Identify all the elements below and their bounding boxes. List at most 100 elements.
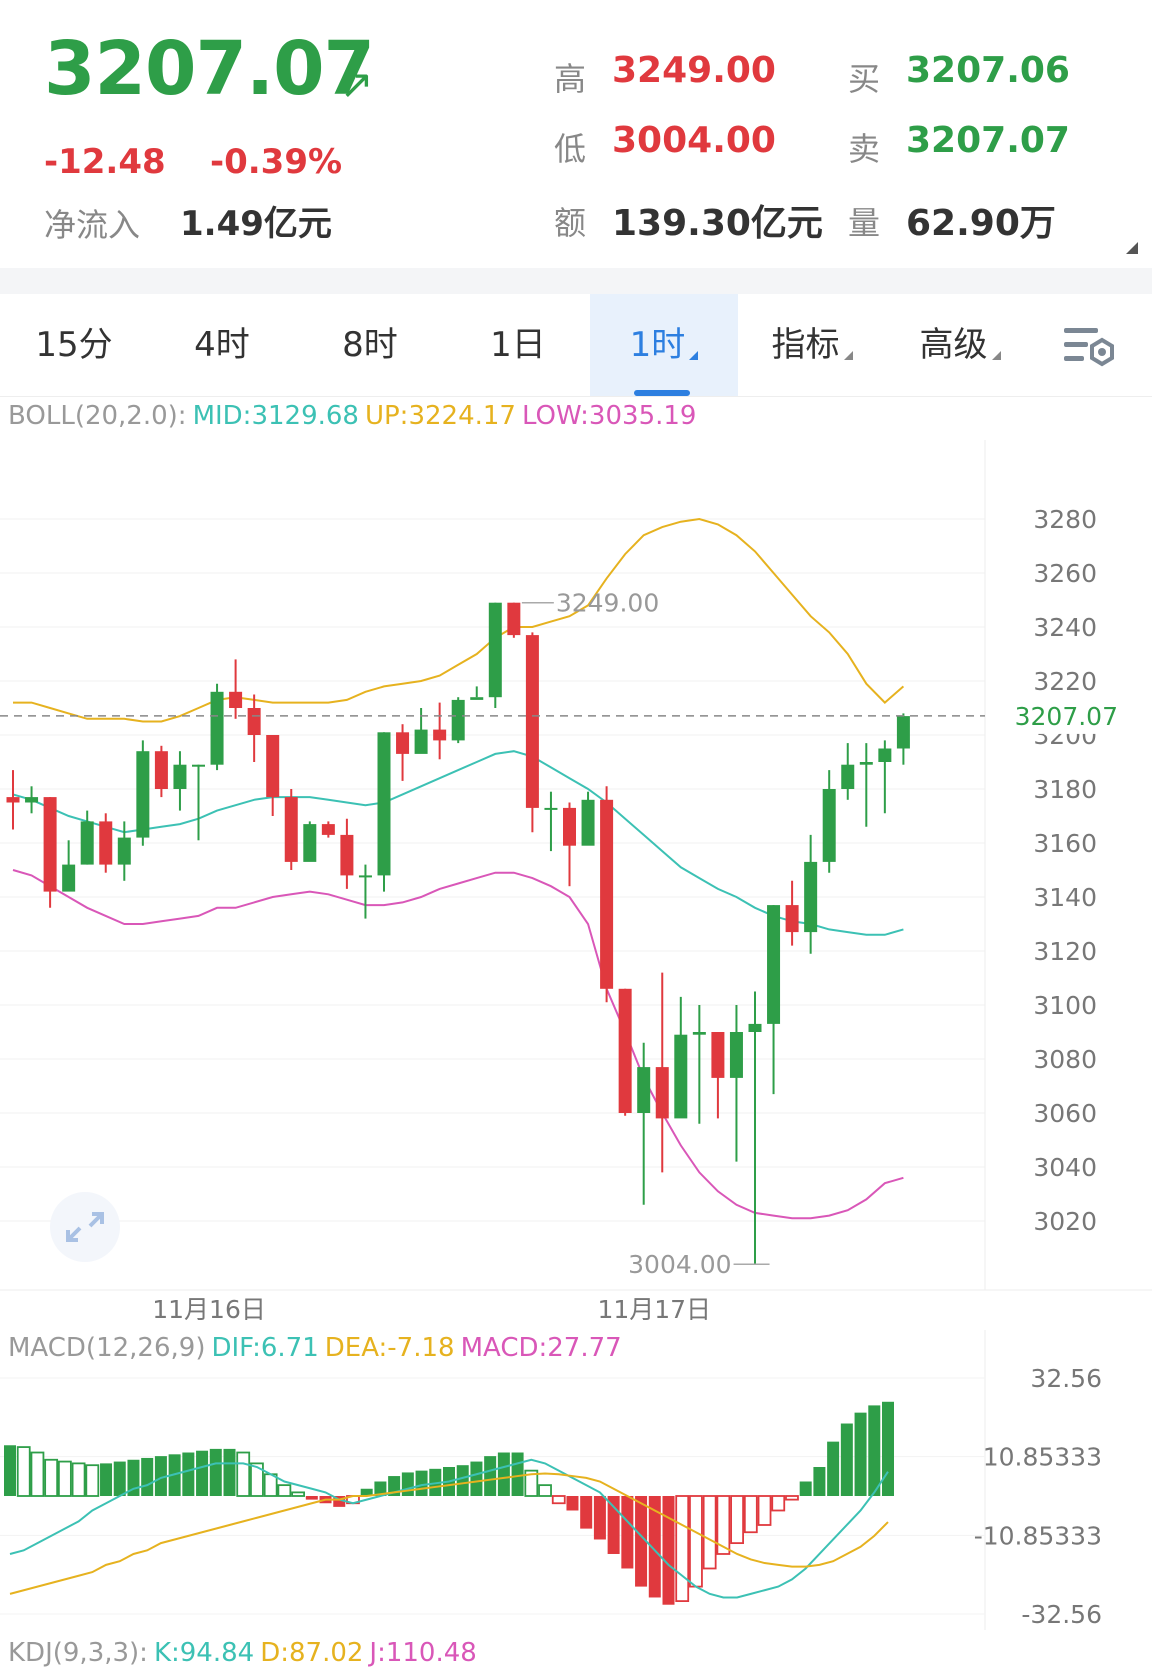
macd-bar: [85, 1464, 100, 1497]
boll-mid-line: [12, 750, 904, 936]
high-label: 高: [554, 60, 587, 98]
tab-15min[interactable]: 15分: [0, 294, 148, 396]
macd-bar: [470, 1461, 483, 1496]
candle-body: [80, 821, 94, 865]
candle-body: [488, 602, 502, 698]
boll-up: UP:3224.17: [364, 401, 516, 431]
tab-label: 8时: [342, 325, 398, 365]
tab-label: 1日: [490, 325, 546, 365]
macd-bar: [580, 1496, 593, 1529]
expand-corner-icon[interactable]: [1126, 242, 1138, 254]
macd-bar: [223, 1448, 236, 1496]
macd-bar: [511, 1452, 524, 1496]
y-tick-label: -32.56: [1021, 1600, 1102, 1629]
candle-body: [674, 1034, 688, 1119]
dropdown-icon: [991, 351, 1001, 360]
candlestick-chart[interactable]: 3280326032403220320031803160314031203100…: [0, 440, 1152, 1320]
candle-body: [785, 905, 799, 933]
macd-value: MACD:27.77: [460, 1333, 622, 1363]
macd-bar: [333, 1496, 346, 1507]
macd-bar: [648, 1496, 661, 1598]
candle-body: [544, 807, 558, 810]
macd-bar: [484, 1456, 497, 1496]
candle-body: [247, 708, 261, 735]
net-inflow-value: 1.49亿元: [180, 204, 332, 244]
macd-bar: [813, 1467, 826, 1496]
candle-body: [25, 797, 39, 803]
candle-body: [729, 1032, 743, 1078]
trend-arrow-icon: ↗: [340, 62, 374, 108]
y-tick-label: 3140: [1033, 883, 1097, 912]
macd-bar: [785, 1495, 799, 1501]
chart-settings-icon[interactable]: [1062, 322, 1118, 370]
low-marker-label: 3004.00: [628, 1250, 731, 1279]
macd-bar: [57, 1460, 72, 1497]
candle-body: [618, 988, 632, 1113]
price-change: -12.48: [44, 142, 166, 182]
candle-body: [711, 1032, 725, 1078]
macd-chart[interactable]: 32.56 10.85333 -10.85333 -32.56: [0, 1330, 1152, 1630]
last-price: 3207.07: [44, 26, 375, 112]
macd-bar: [196, 1450, 209, 1496]
y-tick-label: 3160: [1033, 829, 1097, 858]
macd-bar: [621, 1496, 634, 1569]
macd-bar: [30, 1451, 45, 1497]
y-tick-label: 3080: [1033, 1045, 1097, 1074]
candle-body: [859, 762, 873, 765]
y-tick-label: 3100: [1033, 991, 1097, 1020]
dropdown-icon: [843, 351, 853, 360]
kdj-k: K:94.84: [153, 1638, 255, 1668]
macd-bar: [401, 1472, 414, 1496]
macd-bar: [524, 1469, 539, 1497]
candle-body: [878, 748, 892, 762]
bid-value: 3207.06: [906, 50, 1070, 91]
candle-body: [192, 764, 205, 767]
tab-1h[interactable]: 1时: [590, 294, 738, 396]
candle-body: [340, 834, 354, 876]
candle-body: [637, 1067, 651, 1113]
tab-advanced[interactable]: 高级: [886, 294, 1034, 396]
bid-label: 买: [848, 60, 881, 98]
section-separator: [0, 268, 1152, 294]
tab-4h[interactable]: 4时: [148, 294, 296, 396]
macd-bar: [4, 1445, 16, 1496]
macd-bar: [305, 1496, 318, 1500]
tab-label: 15分: [35, 325, 113, 365]
candle-body: [804, 861, 818, 933]
macd-bar: [854, 1412, 867, 1496]
candle-body: [748, 1023, 762, 1032]
dea-line: [9, 1472, 889, 1595]
candle-body: [692, 1032, 706, 1035]
candle-body: [154, 751, 168, 789]
boll-low: LOW:3035.19: [521, 401, 697, 431]
candle-body: [841, 764, 855, 789]
y-tick-label: 3040: [1033, 1153, 1097, 1182]
tab-8h[interactable]: 8时: [296, 294, 444, 396]
candle-body: [414, 729, 428, 754]
macd-bar: [415, 1470, 428, 1496]
tab-label: 1时: [629, 325, 686, 365]
current-price-label: 3207.07: [1015, 702, 1118, 731]
high-marker-label: 3249.00: [556, 589, 659, 618]
boll-title: BOLL(20,2.0):: [8, 401, 187, 431]
candle-body: [525, 635, 539, 808]
macd-bar: [566, 1496, 579, 1511]
dif-line: [9, 1458, 889, 1599]
macd-bar: [538, 1484, 552, 1497]
macd-legend: MACD(12,26,9) DIF:6.71 DEA:-7.18 MACD:27.77: [8, 1333, 628, 1363]
macd-bar: [291, 1491, 305, 1497]
tab-label: 4时: [194, 325, 250, 365]
tab-indicators[interactable]: 指标: [738, 294, 886, 396]
tab-1d[interactable]: 1日: [444, 294, 592, 396]
macd-bar: [250, 1462, 264, 1497]
candle-body: [767, 905, 781, 1024]
current-price-tag-bg: [986, 697, 1152, 734]
amount-value: 139.30亿元: [612, 203, 823, 244]
macd-bar: [840, 1423, 853, 1496]
macd-bar: [277, 1484, 292, 1497]
macd-bar: [497, 1452, 510, 1496]
fullscreen-icon[interactable]: [50, 1192, 120, 1262]
candle-body: [229, 691, 243, 708]
macd-title: MACD(12,26,9): [8, 1333, 206, 1363]
candle-body: [99, 821, 113, 865]
